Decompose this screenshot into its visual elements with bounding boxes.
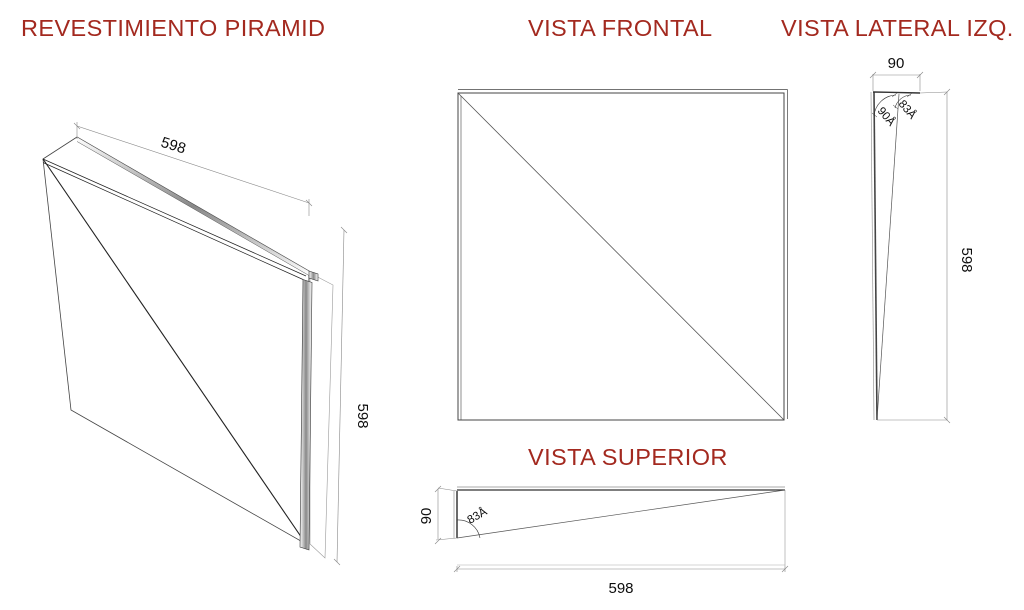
svg-text:90: 90	[418, 508, 435, 525]
svg-text:83Å: 83Å	[896, 98, 919, 122]
svg-text:90Å: 90Å	[875, 105, 898, 129]
svg-text:VISTA LATERAL IZQ.: VISTA LATERAL IZQ.	[781, 15, 1014, 41]
svg-text:REVESTIMIENTO PIRAMID: REVESTIMIENTO PIRAMID	[21, 15, 325, 41]
svg-text:VISTA FRONTAL: VISTA FRONTAL	[528, 15, 713, 41]
svg-text:83Å: 83Å	[465, 505, 490, 527]
svg-text:VISTA SUPERIOR: VISTA SUPERIOR	[528, 444, 728, 470]
svg-text:598: 598	[159, 134, 188, 158]
svg-text:598: 598	[958, 247, 975, 272]
svg-text:598: 598	[608, 580, 633, 597]
svg-text:598: 598	[354, 403, 371, 428]
svg-text:90: 90	[888, 55, 905, 72]
